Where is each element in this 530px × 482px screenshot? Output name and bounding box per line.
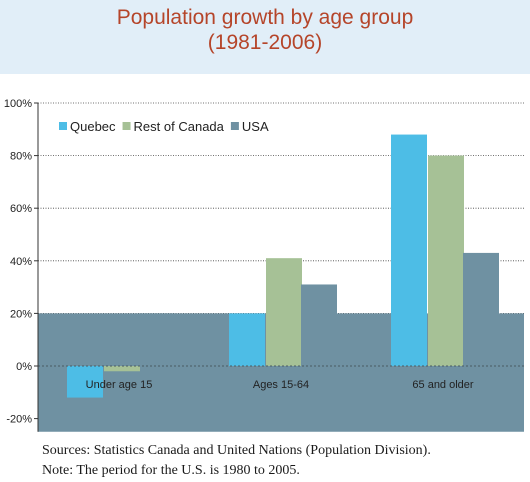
chart-title: Population growth by age group (1981-200…: [0, 5, 530, 55]
legend-label-usa: USA: [242, 119, 269, 134]
bar-rest-of-canada-0: [104, 366, 140, 372]
category-label: Under age 15: [86, 379, 153, 391]
period-note: Note: The period for the U.S. is 1980 to…: [42, 463, 300, 478]
bar-rest-of-canada-1: [266, 258, 302, 366]
sources-text: Sources: Statistics Canada and United Na…: [42, 443, 431, 458]
y-tick-label: 40%: [10, 256, 32, 268]
legend-label-quebec: Quebec: [70, 119, 116, 134]
y-tick-label: 100%: [4, 98, 32, 110]
title-band: Population growth by age group (1981-200…: [0, 0, 530, 74]
y-tick-label: 60%: [10, 203, 32, 215]
y-tick-label: 0%: [16, 361, 32, 373]
bar-usa-1: [301, 284, 337, 366]
category-label: 65 and older: [412, 379, 473, 391]
y-tick-label: -20%: [6, 414, 32, 426]
bar-rest-of-canada-2: [428, 155, 464, 366]
legend-swatch-rest-of-canada: [122, 122, 131, 130]
bar-quebec-1: [229, 313, 265, 366]
y-tick-label: 80%: [10, 151, 32, 163]
chart-title-line-1: Population growth by age group: [116, 6, 414, 29]
legend-label-rest-of-canada: Rest of Canada: [134, 119, 225, 134]
y-tick-label: 20%: [10, 308, 32, 320]
bar-quebec-0: [67, 366, 103, 398]
legend-swatch-usa: [230, 122, 239, 130]
bar-usa-2: [463, 252, 499, 366]
bar-usa-0: [139, 313, 175, 366]
source-notes: Sources: Statistics Canada and United Na…: [42, 441, 431, 481]
chart-plot: 100% 80% 60% 40% 20% 0% -20% Under age 15 Ages 1…: [4, 98, 524, 432]
legend-swatch-quebec: [59, 122, 67, 130]
category-label: Ages 15-64: [253, 379, 309, 391]
chart-title-line-2: (1981-2006): [207, 31, 323, 54]
bar-quebec-2: [391, 134, 427, 366]
